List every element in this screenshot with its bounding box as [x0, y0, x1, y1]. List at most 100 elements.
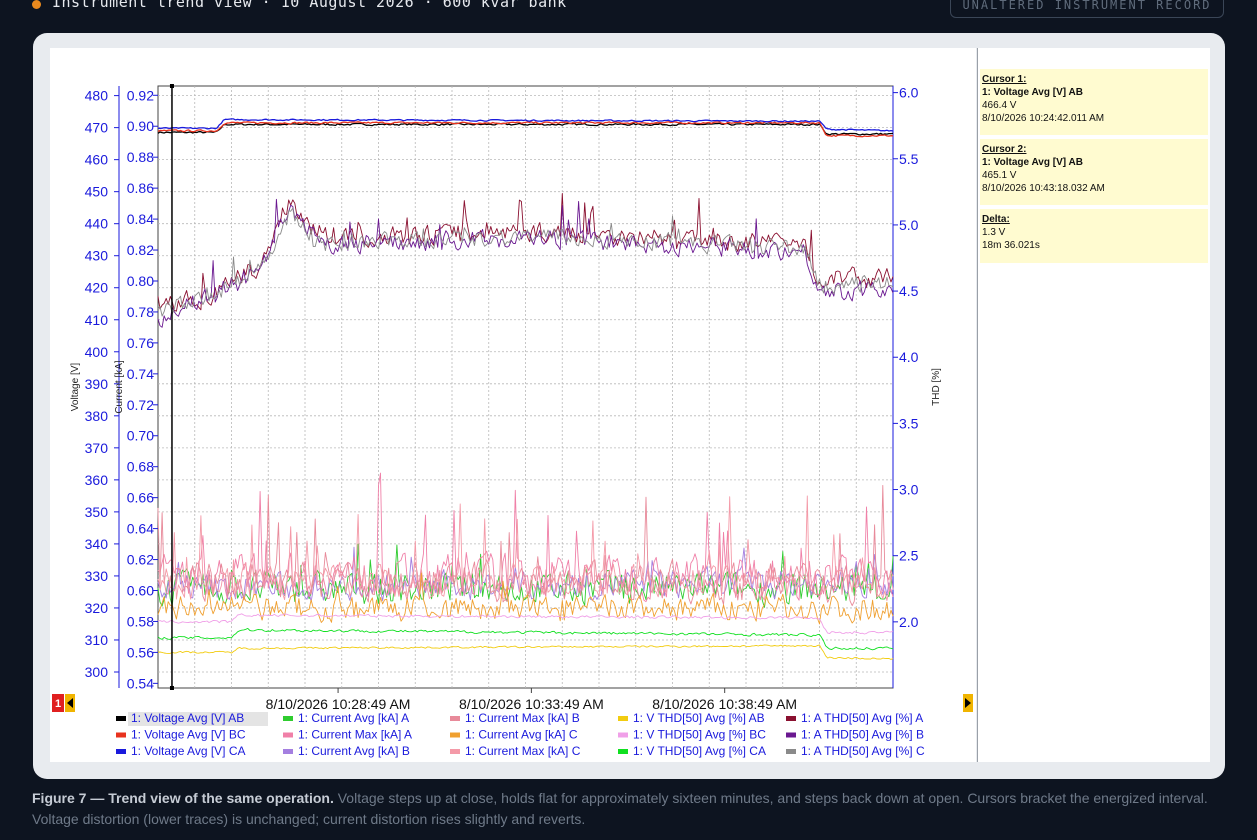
- top-bar: Instrument trend view · 10 August 2026 ·…: [0, 0, 1257, 20]
- series-line: [157, 495, 894, 601]
- delta-value: 1.3 V: [982, 227, 1006, 238]
- x-tick-label: 8/10/2026 10:33:49 AM: [459, 696, 604, 712]
- legend-swatch: [283, 732, 293, 738]
- legend-label: 1: Voltage Avg [V] BC: [131, 728, 246, 742]
- legend-label: 1: A THD[50] Avg [%] C: [801, 744, 925, 758]
- cursor-1-value: 466.4 V: [982, 100, 1017, 111]
- current-tick-label: 0.54: [127, 675, 154, 691]
- delta-title: Delta:: [982, 214, 1010, 225]
- legend-swatch: [618, 749, 628, 754]
- thd-tick-label: 2.5: [899, 548, 919, 564]
- voltage-axis-label: Voltage [V]: [70, 363, 81, 412]
- voltage-tick-label: 320: [85, 600, 109, 616]
- current-tick-label: 0.80: [127, 273, 154, 289]
- cursor-handle-bottom: [169, 686, 174, 690]
- x-axis: 8/10/2026 10:28:49 AM 8/10/2026 10:33:49 …: [266, 688, 797, 712]
- trend-chart[interactable]: 300 310 320 330 340 350 360 370 380 390 400 410 420 4…: [50, 48, 976, 762]
- caption-bold: Figure 7 — Trend view of the same operat…: [32, 790, 334, 806]
- legend-label: 1: A THD[50] Avg [%] B: [801, 728, 924, 742]
- cursor-1-time: 8/10/2026 10:24:42.011 AM: [982, 113, 1105, 124]
- thd-axis: 2.0 2.5 3.0 3.5 4.0 4.5 5.0 5.5 6.0 THD [%]: [892, 85, 942, 688]
- voltage-tick-label: 400: [85, 344, 109, 360]
- legend-label: 1: Voltage Avg [V] CA: [131, 744, 246, 758]
- voltage-tick-label: 410: [85, 312, 109, 328]
- caption-text: Voltage steps up at close, holds flat fo…: [32, 790, 1208, 827]
- current-tick-label: 0.88: [127, 149, 154, 165]
- cursor-2-time: 8/10/2026 10:43:18.032 AM: [982, 183, 1105, 194]
- legend-swatch: [283, 716, 293, 721]
- cursor-2-channel: 1: Voltage Avg [V] AB: [982, 157, 1083, 168]
- series-line: [157, 193, 894, 312]
- legend-swatch: [116, 732, 126, 738]
- legend-swatch: [116, 749, 126, 754]
- legend-swatch: [618, 732, 628, 738]
- current-tick-label: 0.82: [127, 242, 154, 258]
- current-tick-label: 0.72: [127, 397, 154, 413]
- legend-label: 1: Current Max [kA] B: [465, 711, 580, 725]
- series-line: [157, 207, 894, 317]
- page-title: Instrument trend view · 10 August 2026 ·…: [52, 0, 567, 11]
- legend-swatch: [450, 716, 460, 721]
- legend-swatch: [618, 716, 628, 721]
- legend-swatch: [450, 749, 460, 754]
- current-tick-label: 0.68: [127, 459, 154, 475]
- voltage-tick-label: 390: [85, 376, 109, 392]
- nav-left-group[interactable]: 1: [52, 694, 75, 712]
- cursor-2-box: Cursor 2: 1: Voltage Avg [V] AB 465.1 V …: [980, 139, 1208, 205]
- thd-tick-label: 2.0: [899, 614, 919, 630]
- trend-plot-area: 300 310 320 330 340 350 360 370 380 390 400 410 420 4…: [50, 48, 976, 762]
- current-tick-label: 0.90: [127, 118, 154, 134]
- legend-label: 1: Current Avg [kA] C: [465, 728, 578, 742]
- current-tick-label: 0.66: [127, 490, 154, 506]
- legend-label: 1: V THD[50] Avg [%] CA: [633, 744, 766, 758]
- legend-swatch: [450, 732, 460, 738]
- current-tick-label: 0.58: [127, 613, 154, 629]
- legend-label: 1: Current Avg [kA] B: [298, 744, 410, 758]
- voltage-tick-label: 430: [85, 248, 109, 264]
- delta-box: Delta: 1.3 V 18m 36.021s: [980, 209, 1208, 263]
- record-stamp: UNALTERED INSTRUMENT RECORD: [950, 0, 1224, 18]
- series-line: [157, 644, 894, 660]
- series-line: [157, 613, 894, 635]
- legend-label: 1: A THD[50] Avg [%] A: [801, 711, 923, 725]
- voltage-tick-label: 370: [85, 440, 109, 456]
- status-dot-icon: [32, 0, 41, 9]
- voltage-tick-label: 300: [85, 664, 109, 680]
- current-tick-label: 0.92: [127, 87, 154, 103]
- legend-label: 1: Current Avg [kA] A: [298, 711, 409, 725]
- thd-tick-label: 6.0: [899, 85, 919, 101]
- voltage-tick-label: 380: [85, 408, 109, 424]
- x-tick-label: 8/10/2026 10:28:49 AM: [266, 696, 411, 712]
- legend-label: 1: V THD[50] Avg [%] BC: [633, 728, 766, 742]
- voltage-tick-label: 470: [85, 120, 109, 136]
- legend-swatch: [283, 749, 293, 754]
- thd-tick-label: 5.0: [899, 217, 919, 233]
- thd-tick-label: 3.5: [899, 415, 919, 431]
- legend-selected-bg: [128, 712, 268, 726]
- legend-swatch: [786, 732, 796, 738]
- legend-label: 1: Voltage Avg [V] AB: [131, 711, 244, 725]
- current-tick-label: 0.56: [127, 644, 154, 660]
- current-axis: 0.54 0.56 0.58 0.60 0.62 0.64 0.66 0.68 0.70 0.72…: [114, 87, 158, 691]
- legend-swatch: [116, 716, 126, 721]
- current-tick-label: 0.64: [127, 521, 154, 537]
- voltage-tick-label: 480: [85, 88, 109, 104]
- current-tick-label: 0.86: [127, 180, 154, 196]
- voltage-tick-label: 360: [85, 472, 109, 488]
- series-line: [157, 122, 894, 136]
- voltage-tick-label: 450: [85, 184, 109, 200]
- current-tick-label: 0.84: [127, 211, 154, 227]
- series-line: [157, 118, 894, 132]
- chevron-left-icon: [67, 698, 73, 708]
- series-line: [157, 627, 894, 651]
- current-tick-label: 0.70: [127, 428, 154, 444]
- legend-label: 1: V THD[50] Avg [%] AB: [633, 711, 765, 725]
- delta-duration: 18m 36.021s: [982, 240, 1040, 251]
- cursor-handle-top: [169, 84, 174, 88]
- legend-label: 1: Current Max [kA] A: [298, 728, 412, 742]
- legend-swatch: [786, 749, 796, 754]
- voltage-tick-label: 330: [85, 568, 109, 584]
- nav-right-group[interactable]: [963, 694, 973, 712]
- figure-caption: Figure 7 — Trend view of the same operat…: [32, 788, 1222, 830]
- thd-axis-label: THD [%]: [931, 368, 942, 406]
